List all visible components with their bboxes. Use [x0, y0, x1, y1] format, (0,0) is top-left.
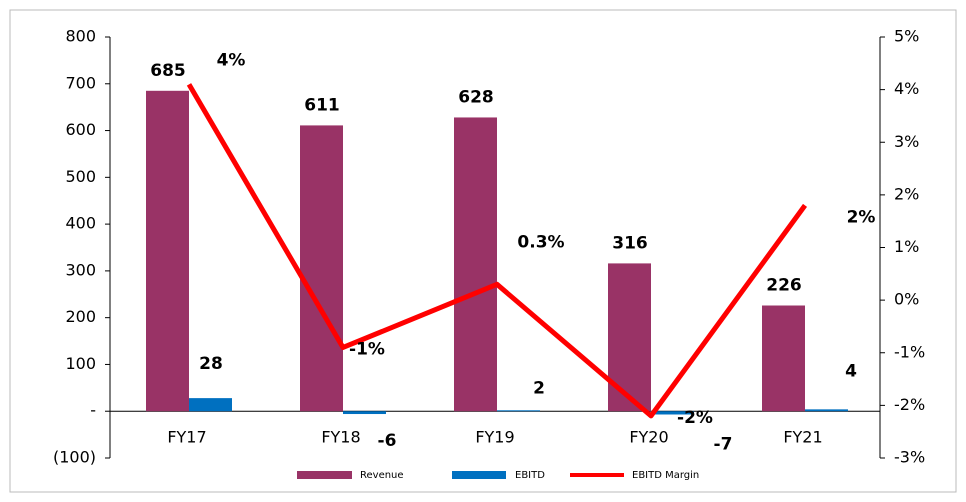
y2-tick-label: 2% — [894, 184, 919, 203]
y2-tick-label: 5% — [894, 27, 919, 46]
y-tick-label: 700 — [65, 73, 96, 92]
y2-tick-label: -2% — [894, 395, 925, 414]
x-tick-label: FY21 — [783, 428, 822, 447]
data-label: 611 — [304, 95, 340, 115]
data-label: -6 — [378, 431, 397, 451]
y-tick-label: 100 — [65, 354, 96, 373]
y-tick-label: 500 — [65, 167, 96, 186]
data-label: 316 — [612, 233, 648, 253]
revenue-bar — [146, 90, 189, 412]
legend-label: EBITD Margin — [632, 470, 699, 481]
data-label: 28 — [199, 354, 223, 374]
ebitd-bar — [343, 411, 386, 415]
data-label: 226 — [766, 276, 802, 296]
data-label: 2 — [533, 378, 545, 398]
y2-tick-label: 4% — [894, 79, 919, 98]
margin-line — [186, 83, 808, 419]
y-tick-label: 400 — [65, 214, 96, 233]
ebitd-bar — [805, 409, 848, 412]
data-label: 628 — [458, 87, 494, 107]
y-tick-label: - — [90, 401, 96, 420]
y-tick-label: (100) — [53, 448, 96, 467]
chart-border — [9, 9, 957, 493]
y2-tick-label: -3% — [894, 448, 925, 467]
data-label: -1% — [349, 339, 385, 359]
legend-swatch — [452, 471, 506, 479]
ebitd-bar — [497, 410, 540, 412]
data-label: 0.3% — [517, 232, 564, 252]
revenue-bar — [454, 117, 497, 412]
x-tick-label: FY20 — [629, 428, 668, 447]
x-tick-label: FY17 — [167, 428, 206, 447]
x-tick-label: FY18 — [321, 428, 360, 447]
data-label: 4 — [845, 361, 857, 381]
data-label: 4% — [217, 50, 246, 70]
ebitd-bar — [189, 398, 232, 412]
y-tick-label: 200 — [65, 307, 96, 326]
data-label: -2% — [677, 408, 713, 428]
revenue-bar — [762, 305, 805, 412]
y-tick-label: 600 — [65, 120, 96, 139]
legend-swatch — [297, 471, 352, 479]
y2-tick-label: 1% — [894, 237, 919, 256]
revenue-bar — [608, 263, 651, 412]
legend-label: Revenue — [360, 470, 404, 481]
y-tick-label: 300 — [65, 260, 96, 279]
ebitd-bar — [651, 411, 694, 415]
y2-tick-label: 3% — [894, 132, 919, 151]
y2-tick-label: 0% — [894, 290, 919, 309]
x-tick-label: FY19 — [475, 428, 514, 447]
data-label: -7 — [714, 434, 733, 454]
data-label: 2% — [847, 207, 876, 227]
legend-label: EBITD — [515, 470, 545, 481]
data-label: 685 — [150, 61, 186, 81]
y-tick-label: 800 — [65, 27, 96, 46]
y2-tick-label: -1% — [894, 342, 925, 361]
revenue-bar — [300, 125, 343, 412]
